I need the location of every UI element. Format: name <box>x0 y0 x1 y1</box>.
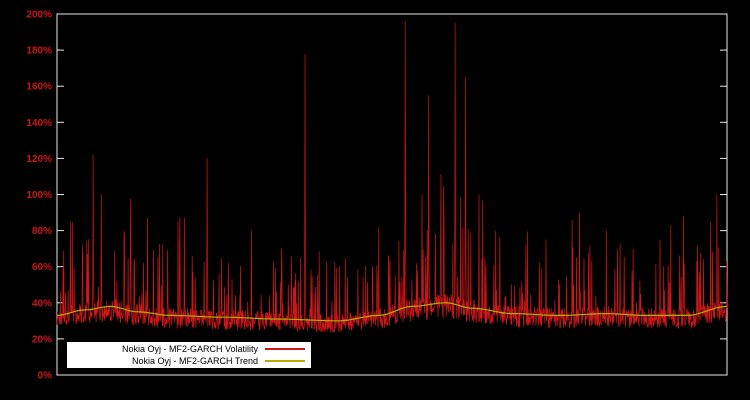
y-axis-tick-label: 20% <box>32 334 52 345</box>
y-axis-tick-label: 160% <box>26 82 52 93</box>
volatility-series-line <box>56 21 728 333</box>
legend-row-volatility: Nokia Oyj - MF2-GARCH Volatility <box>73 343 305 355</box>
legend-label-volatility: Nokia Oyj - MF2-GARCH Volatility <box>121 344 258 354</box>
y-axis-tick-label: 80% <box>32 226 52 237</box>
legend-row-trend: Nokia Oyj - MF2-GARCH Trend <box>73 355 305 367</box>
y-axis-tick-label: 180% <box>26 46 52 57</box>
y-axis-tick-label: 100% <box>26 190 52 201</box>
y-axis-tick-label: 60% <box>32 262 52 273</box>
y-axis-tick-label: 200% <box>26 10 52 21</box>
y-axis-tick-label: 40% <box>32 298 52 309</box>
volatility-line-swatch <box>265 348 305 350</box>
trend-series-line <box>56 302 728 322</box>
legend-label-trend: Nokia Oyj - MF2-GARCH Trend <box>131 356 258 366</box>
trend-line-swatch <box>265 360 305 362</box>
y-axis-tick-label: 120% <box>26 154 52 165</box>
y-axis-tick-label: 0% <box>38 371 53 382</box>
legend-box: Nokia Oyj - MF2-GARCH Volatility Nokia O… <box>66 341 312 369</box>
y-axis-tick-label: 140% <box>26 118 52 129</box>
